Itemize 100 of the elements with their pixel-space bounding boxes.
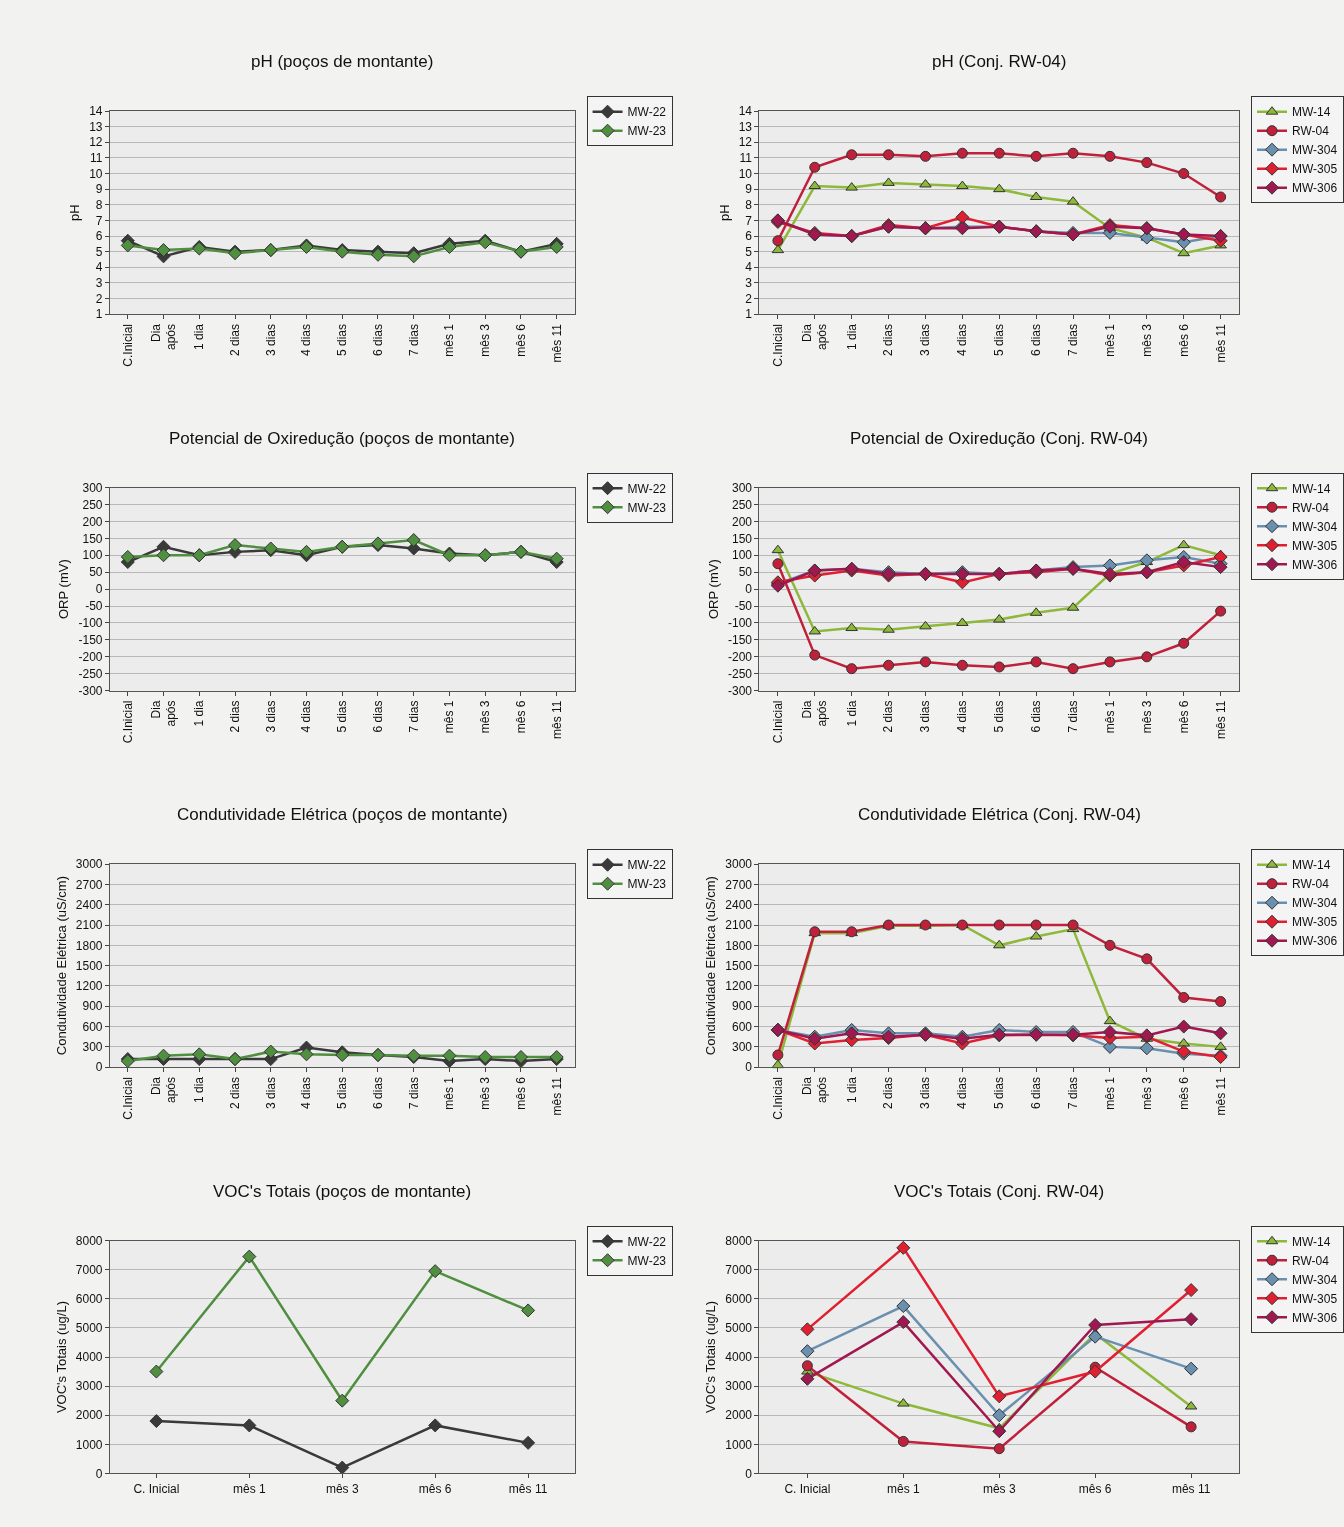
chart-title: Condutividade Elétrica (poços de montante) (177, 805, 508, 824)
x-tick-label: mês 11 (549, 1076, 564, 1116)
y-tick-label: 8 (745, 197, 753, 212)
y-tick-label: 2100 (725, 918, 753, 933)
legend-label: MW-305 (1292, 162, 1338, 177)
y-tick-label: 2100 (75, 918, 103, 933)
x-tick-label: C.Inicial (770, 700, 785, 744)
y-axis-title: VOC's Totais (ug/L) (703, 1300, 719, 1414)
legend-label: RW-04 (1292, 124, 1330, 139)
y-tick-label: 7 (95, 213, 103, 228)
y-tick-label: 0 (745, 1466, 753, 1481)
legend-label: MW-305 (1292, 538, 1338, 553)
y-tick-label: 100 (732, 548, 753, 563)
chart-title: pH (poços de montante) (251, 52, 434, 71)
y-tick-label: 300 (82, 1040, 103, 1055)
y-tick-label: -300 (728, 683, 753, 698)
y-tick-label: 600 (82, 1019, 103, 1034)
x-tick-label: mês 6 (1176, 323, 1191, 357)
y-tick-label: 9 (95, 182, 103, 197)
x-tick-label: 5 dias (335, 1076, 350, 1110)
y-tick-label: -150 (78, 633, 103, 648)
legend-label: MW-22 (627, 858, 667, 873)
legend-label: MW-14 (1292, 481, 1331, 496)
y-tick-label: 3000 (75, 857, 103, 872)
x-tick-label: 7 dias (1065, 1076, 1080, 1110)
x-tick-label: 3 dias (263, 700, 278, 733)
y-tick-label: 3000 (75, 1379, 103, 1394)
x-tick-label: 1 dia (844, 700, 859, 727)
x-tick-label: 7 dias (406, 323, 421, 356)
y-tick-label: 6 (745, 229, 753, 244)
x-tick-label: C.Inicial (770, 1076, 785, 1120)
x-tick-label: Dia após (799, 700, 830, 727)
y-tick-label: 100 (82, 548, 103, 563)
y-tick-label: 2400 (75, 897, 103, 912)
y-tick-label: -300 (78, 683, 103, 698)
x-tick-label: mês 11 (549, 323, 564, 363)
x-tick-label: 7 dias (406, 700, 421, 733)
x-tick-label: 4 dias (955, 700, 970, 733)
y-tick-label: 0 (95, 1466, 103, 1481)
y-axis-title: pH (716, 204, 732, 221)
x-tick-label: C.Inicial (120, 323, 135, 367)
x-tick-label: 7 dias (406, 1076, 421, 1110)
x-tick-label: mês 3 (478, 1076, 493, 1110)
y-tick-label: 1000 (75, 1437, 103, 1452)
y-tick-label: 2 (745, 291, 753, 306)
y-tick-label: 300 (732, 480, 753, 495)
legend-label: MW-22 (627, 1234, 667, 1249)
y-tick-label: 2000 (75, 1408, 103, 1423)
x-tick-label: mês 1 (1102, 323, 1117, 357)
legend-label: MW-14 (1292, 105, 1331, 120)
y-tick-label: 5 (745, 244, 753, 259)
x-tick-label: mês 3 (1139, 700, 1154, 734)
x-tick-label: 1 dia (192, 323, 207, 350)
y-tick-label: -250 (78, 666, 103, 681)
y-tick-label: -250 (728, 666, 753, 681)
y-tick-label: 0 (745, 1060, 753, 1075)
y-tick-label: 3000 (725, 1379, 753, 1394)
x-tick-label: 1 dia (192, 700, 207, 727)
y-tick-label: -200 (728, 650, 753, 665)
y-tick-label: 2000 (725, 1408, 753, 1423)
legend-label: MW-23 (627, 500, 667, 515)
x-tick-label: 1 dia (192, 1076, 207, 1104)
x-tick-label: 2 dias (881, 323, 896, 356)
x-tick-label: mês 1 (232, 1481, 266, 1496)
x-tick-label: mês 3 (1139, 1076, 1154, 1110)
x-tick-label: mês 6 (513, 700, 528, 734)
x-tick-label: 5 dias (335, 700, 350, 733)
y-tick-label: 250 (732, 497, 753, 512)
y-tick-label: 5 (95, 244, 103, 259)
x-tick-label: 4 dias (299, 700, 314, 733)
y-tick-label: 200 (732, 514, 753, 529)
x-tick-label: 7 dias (1065, 323, 1080, 356)
y-tick-label: 14 (89, 104, 103, 119)
y-tick-label: 900 (82, 999, 103, 1014)
x-tick-label: 3 dias (263, 1076, 278, 1110)
x-tick-label: mês 6 (513, 1076, 528, 1110)
x-tick-label: mês 11 (1213, 700, 1228, 739)
y-tick-label: 0 (95, 1060, 103, 1075)
y-axis-title: VOC's Totais (ug/L) (53, 1300, 69, 1414)
y-tick-label: 4000 (725, 1350, 753, 1365)
x-tick-label: 6 dias (1029, 700, 1044, 733)
x-tick-label: 6 dias (1029, 323, 1044, 356)
x-tick-label: 3 dias (918, 1076, 933, 1110)
chart-title: Condutividade Elétrica (Conj. RW-04) (858, 805, 1141, 824)
y-tick-label: 250 (82, 497, 103, 512)
y-axis-title: Condutividade Elétrica (uS/cm) (53, 876, 69, 1056)
legend-label: MW-305 (1292, 1291, 1338, 1306)
x-tick-label: 1 dia (844, 323, 859, 350)
y-tick-label: -100 (728, 616, 753, 631)
x-tick-label: C. Inicial (133, 1481, 180, 1496)
y-tick-label: 2700 (75, 877, 103, 892)
y-tick-label: 1000 (725, 1437, 753, 1452)
chart-title: Potencial de Oxiredução (Conj. RW-04) (850, 429, 1148, 448)
y-tick-label: 6 (95, 229, 103, 244)
x-tick-label: 3 dias (918, 323, 933, 356)
y-tick-label: 1500 (725, 958, 753, 973)
y-tick-label: 13 (738, 119, 753, 134)
y-tick-label: 50 (89, 565, 103, 580)
legend-label: RW-04 (1292, 1253, 1330, 1268)
y-tick-label: 200 (82, 514, 103, 529)
